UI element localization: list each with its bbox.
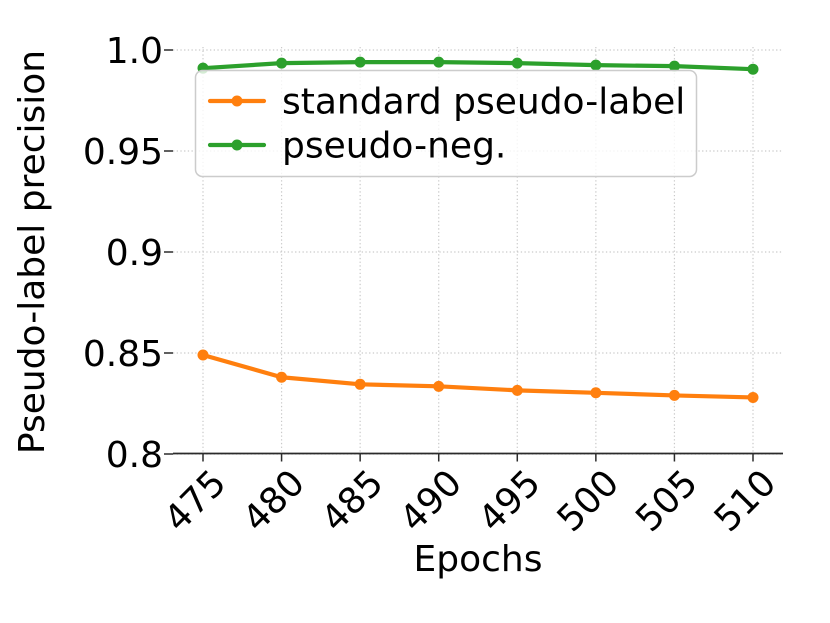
data-point-marker bbox=[590, 59, 602, 71]
legend-sample-marker bbox=[231, 95, 243, 107]
y-tick-label: 0.8 bbox=[106, 435, 163, 476]
series-line bbox=[200, 60, 756, 72]
y-axis-label: Pseudo-label precision bbox=[12, 50, 53, 454]
series-line bbox=[200, 352, 756, 400]
x-tick-label: 485 bbox=[314, 462, 392, 540]
data-point-marker bbox=[511, 57, 523, 69]
axis-layer bbox=[164, 49, 783, 462]
data-point-marker bbox=[747, 63, 759, 75]
x-axis-label: Epochs bbox=[414, 539, 543, 580]
x-tick-label: 495 bbox=[471, 462, 549, 540]
data-point-marker bbox=[433, 380, 445, 392]
legend-entry-label: pseudo-neg. bbox=[282, 126, 506, 167]
series-layer bbox=[197, 56, 759, 403]
x-tick-label: 475 bbox=[157, 462, 235, 540]
data-point-marker bbox=[354, 56, 366, 68]
data-point-marker bbox=[747, 391, 759, 403]
x-tick-label: 490 bbox=[392, 462, 470, 540]
data-point-marker bbox=[354, 378, 366, 390]
x-tick-label: 480 bbox=[235, 462, 313, 540]
data-point-marker bbox=[276, 57, 288, 69]
data-point-marker bbox=[197, 349, 209, 361]
x-tick-label: 505 bbox=[628, 462, 706, 540]
legend-entry-label: standard pseudo-label bbox=[282, 82, 685, 123]
data-point-marker bbox=[668, 389, 680, 401]
data-point-marker bbox=[276, 371, 288, 383]
data-point-marker bbox=[511, 384, 523, 396]
y-tick-label: 0.9 bbox=[106, 233, 163, 274]
data-point-marker bbox=[590, 387, 602, 399]
x-tick-label: 500 bbox=[550, 462, 628, 540]
data-point-marker bbox=[433, 56, 445, 68]
legend-sample-marker bbox=[231, 139, 243, 151]
y-tick-label: 1.0 bbox=[106, 31, 163, 72]
legend-box bbox=[194, 69, 698, 178]
x-tick-label: 510 bbox=[707, 462, 785, 540]
y-tick-label: 0.85 bbox=[83, 334, 163, 375]
y-tick-label: 0.95 bbox=[83, 132, 163, 173]
data-point-marker bbox=[668, 60, 680, 72]
